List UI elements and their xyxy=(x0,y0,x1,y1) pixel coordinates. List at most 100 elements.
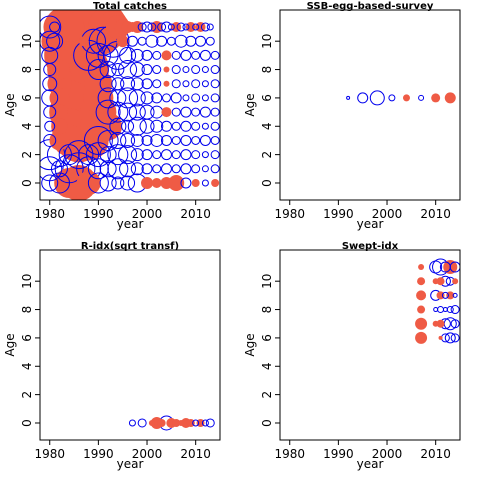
negative-residual-bubble xyxy=(49,87,70,108)
positive-residual-bubble xyxy=(192,23,200,31)
negative-residual-bubble xyxy=(163,80,170,87)
x-tick-label: 2000 xyxy=(372,207,403,221)
positive-residual-bubble xyxy=(147,22,157,32)
positive-residual-bubble xyxy=(127,116,147,136)
positive-residual-bubble xyxy=(182,94,190,102)
positive-residual-bubble xyxy=(191,150,201,160)
positive-residual-bubble xyxy=(128,419,136,427)
positive-residual-bubble xyxy=(180,120,192,132)
positive-residual-bubble xyxy=(99,160,117,178)
positive-residual-bubble xyxy=(171,79,181,89)
positive-residual-bubble xyxy=(418,94,425,101)
y-tick-label: 6 xyxy=(260,334,274,342)
negative-residual-bubble xyxy=(141,176,154,189)
positive-residual-bubble xyxy=(97,87,119,109)
positive-residual-bubble xyxy=(160,163,172,175)
negative-residual-bubble xyxy=(49,59,70,80)
positive-residual-bubble xyxy=(205,418,215,428)
positive-residual-bubble xyxy=(118,145,138,165)
panel-title: R-idx(sqrt transf) xyxy=(81,241,179,252)
positive-residual-bubble xyxy=(121,119,135,133)
negative-residual-bubble xyxy=(148,419,155,426)
positive-residual-bubble xyxy=(129,62,145,78)
y-tick-label: 0 xyxy=(260,419,274,427)
positive-residual-bubble xyxy=(171,164,181,174)
positive-residual-bubble xyxy=(200,22,210,32)
negative-residual-bubble xyxy=(151,177,162,188)
y-tick-label: 4 xyxy=(260,362,274,370)
positive-residual-bubble xyxy=(141,49,153,61)
positive-residual-bubble xyxy=(180,106,192,118)
y-tick-label: 4 xyxy=(260,122,274,130)
plot-frame xyxy=(39,249,221,441)
positive-residual-bubble xyxy=(171,121,181,131)
positive-residual-bubble xyxy=(449,261,460,273)
negative-residual-bubble xyxy=(161,107,172,118)
positive-residual-bubble xyxy=(99,61,117,79)
positive-residual-bubble xyxy=(180,163,192,175)
positive-residual-bubble xyxy=(191,121,201,131)
positive-residual-bubble xyxy=(141,64,153,76)
negative-residual-bubble xyxy=(127,22,138,33)
positive-residual-bubble xyxy=(180,134,192,146)
positive-residual-bubble xyxy=(191,107,201,117)
y-tick-label: 8 xyxy=(20,66,34,74)
positive-residual-bubble xyxy=(210,164,220,174)
negative-residual-bubble xyxy=(54,12,85,43)
positive-residual-bubble xyxy=(141,163,153,175)
positive-residual-bubble xyxy=(87,158,109,180)
positive-residual-bubble xyxy=(109,131,127,149)
positive-residual-bubble xyxy=(156,35,168,47)
positive-residual-bubble xyxy=(201,94,209,102)
negative-residual-bubble xyxy=(417,305,426,314)
positive-residual-bubble xyxy=(141,78,153,90)
positive-residual-bubble xyxy=(40,30,61,52)
positive-residual-bubble xyxy=(137,36,147,46)
negative-residual-bubble xyxy=(438,335,443,340)
positive-residual-bubble xyxy=(442,307,448,313)
positive-residual-bubble xyxy=(152,79,162,89)
positive-residual-bubble xyxy=(107,158,129,180)
positive-residual-bubble xyxy=(199,49,211,61)
positive-residual-bubble xyxy=(150,119,164,133)
positive-residual-bubble xyxy=(40,156,63,182)
positive-residual-bubble xyxy=(201,165,209,173)
x-axis-label: year xyxy=(357,217,384,231)
positive-residual-bubble xyxy=(141,134,153,146)
positive-residual-bubble xyxy=(49,21,61,33)
y-tick-label: 8 xyxy=(260,66,274,74)
positive-residual-bubble xyxy=(171,150,181,160)
x-tick-label: 1980 xyxy=(34,207,65,221)
x-tick-label: 1980 xyxy=(34,447,65,461)
positive-residual-bubble xyxy=(167,23,175,31)
panel-2: 1980 1990 2000 2010 0 2 4 6 8 10 year Age SSB-egg-ba… xyxy=(243,1,461,231)
negative-residual-bubble xyxy=(160,176,173,189)
x-tick-label: 2000 xyxy=(372,447,403,461)
positive-residual-bubble xyxy=(171,50,181,60)
positive-residual-bubble xyxy=(157,22,167,32)
positive-residual-bubble xyxy=(141,149,153,161)
positive-residual-bubble xyxy=(120,132,136,148)
positive-residual-bubble xyxy=(130,162,144,176)
positive-residual-bubble xyxy=(78,144,100,166)
positive-residual-bubble xyxy=(161,93,171,103)
panel-4: 1980 1990 2000 2010 0 2 4 6 8 10 year Age Swept-idx xyxy=(243,241,461,471)
positive-residual-bubble xyxy=(191,135,201,145)
positive-residual-bubble xyxy=(109,117,127,135)
negative-residual-bubble xyxy=(78,36,89,47)
y-tick-label: 6 xyxy=(260,94,274,102)
negative-residual-bubble xyxy=(161,50,172,61)
positive-residual-bubble xyxy=(199,134,211,146)
positive-residual-bubble xyxy=(151,92,163,104)
positive-residual-bubble xyxy=(137,418,147,428)
positive-residual-bubble xyxy=(152,150,162,160)
x-tick-label: 1990 xyxy=(83,207,114,221)
panel-1: 1980 1990 2000 2010 0 2 4 6 8 10 year Age Total catc… xyxy=(3,1,221,231)
positive-residual-bubble xyxy=(95,99,121,125)
y-tick-label: 8 xyxy=(260,306,274,314)
positive-residual-bubble xyxy=(97,129,119,151)
positive-residual-bubble xyxy=(357,92,369,104)
positive-residual-bubble xyxy=(130,148,144,162)
positive-residual-bubble xyxy=(139,104,155,120)
positive-residual-bubble xyxy=(44,120,56,132)
